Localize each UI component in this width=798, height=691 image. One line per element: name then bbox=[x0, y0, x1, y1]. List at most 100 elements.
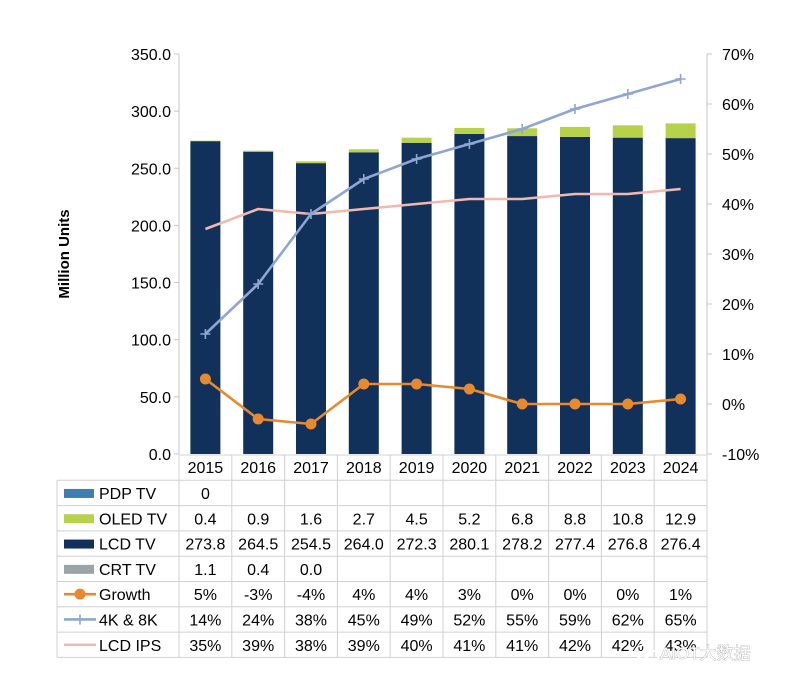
y-tick-label-left: 50.0 bbox=[140, 390, 171, 407]
point-4k-8k-2015 bbox=[200, 329, 211, 339]
data-label-4k-8k-2023: 62% bbox=[612, 612, 644, 629]
y-tick-label-right: 50% bbox=[722, 147, 754, 164]
data-label-lcd-tv-2019: 272.3 bbox=[397, 537, 437, 554]
point-growth-2017 bbox=[305, 418, 317, 430]
x-tick-label: 2021 bbox=[504, 460, 540, 477]
y-tick-label-right: 60% bbox=[722, 97, 754, 114]
line-lcd-ips bbox=[204, 187, 681, 231]
data-label-crt-tv-2017: 0.0 bbox=[300, 562, 322, 579]
data-label-growth-2019: 4% bbox=[405, 587, 428, 604]
data-label-4k-8k-2015: 14% bbox=[189, 612, 221, 629]
data-label-lcd-tv-2015: 273.8 bbox=[185, 537, 225, 554]
bar-lcd-tv-2024 bbox=[665, 138, 696, 455]
y-tick-label-left: 200.0 bbox=[131, 218, 171, 235]
data-label-oled-tv-2015: 0.4 bbox=[194, 511, 216, 528]
legend-key-pdp-tv bbox=[64, 488, 94, 498]
bar-oled-tv-2015 bbox=[190, 140, 221, 142]
data-label-lcd-tv-2018: 264.0 bbox=[344, 537, 384, 554]
y-tick-label-right: 0% bbox=[722, 397, 745, 414]
bar-oled-tv-2020 bbox=[454, 127, 485, 134]
data-label-lcd-tv-2021: 278.2 bbox=[502, 537, 542, 554]
point-4k-8k-2024 bbox=[675, 74, 686, 84]
y-tick-label-left: 250.0 bbox=[131, 161, 171, 178]
data-label-oled-tv-2023: 10.8 bbox=[612, 511, 643, 528]
legend-label-oled-tv: OLED TV bbox=[99, 511, 168, 528]
x-tick-label: 2019 bbox=[399, 460, 435, 477]
data-label-lcd-ips-2019: 40% bbox=[401, 638, 433, 655]
data-label-4k-8k-2022: 59% bbox=[559, 612, 591, 629]
y-tick-label-left: 300.0 bbox=[131, 104, 171, 121]
x-tick-label: 2016 bbox=[240, 460, 276, 477]
data-label-4k-8k-2024: 65% bbox=[665, 612, 697, 629]
y-axis-title: Million Units bbox=[56, 209, 73, 298]
x-tick-label: 2018 bbox=[346, 460, 382, 477]
legend-key-lcd-tv bbox=[64, 539, 94, 549]
legend-label-4k-8k: 4K & 8K bbox=[99, 612, 158, 629]
line-4k-8k bbox=[204, 77, 681, 335]
legend-key-crt-tv bbox=[64, 564, 94, 574]
point-growth-2016 bbox=[252, 413, 264, 425]
data-label-lcd-ips-2015: 35% bbox=[189, 638, 221, 655]
legend-key-oled-tv bbox=[64, 514, 94, 524]
wechat-icon-bubble bbox=[634, 644, 652, 660]
data-label-oled-tv-2020: 5.2 bbox=[458, 511, 480, 528]
data-label-lcd-ips-2021: 41% bbox=[506, 638, 538, 655]
legend-label-lcd-tv: LCD TV bbox=[99, 537, 156, 554]
data-label-oled-tv-2022: 8.8 bbox=[564, 511, 586, 528]
point-growth-2018 bbox=[358, 378, 370, 390]
x-tick-label: 2020 bbox=[452, 460, 488, 477]
data-label-growth-2024: 1% bbox=[669, 587, 692, 604]
data-label-4k-8k-2020: 52% bbox=[453, 612, 485, 629]
data-label-lcd-ips-2018: 39% bbox=[348, 638, 380, 655]
point-4k-8k-2020 bbox=[464, 139, 475, 149]
point-growth-2023 bbox=[622, 398, 634, 410]
y-tick-label-left: 150.0 bbox=[131, 276, 171, 293]
x-tick-label: 2024 bbox=[663, 460, 699, 477]
data-label-lcd-tv-2024: 276.4 bbox=[661, 537, 701, 554]
point-4k-8k-2016 bbox=[253, 279, 264, 289]
point-growth-2015 bbox=[199, 373, 211, 385]
point-4k-8k-2017 bbox=[306, 209, 316, 219]
x-tick-label: 2022 bbox=[557, 460, 593, 477]
x-tick-label: 2023 bbox=[610, 460, 646, 477]
point-4k-8k-2019 bbox=[411, 154, 422, 164]
data-label-growth-2020: 3% bbox=[458, 587, 481, 604]
point-4k-8k-2018 bbox=[358, 174, 369, 184]
point-growth-2022 bbox=[569, 398, 581, 410]
data-label-growth-2015: 5% bbox=[194, 587, 217, 604]
bar-lcd-tv-2020 bbox=[454, 133, 485, 454]
point-growth-2024 bbox=[675, 393, 687, 405]
data-label-lcd-ips-2017: 38% bbox=[295, 638, 327, 655]
data-label-lcd-ips-2024: 43% bbox=[665, 638, 697, 655]
bar-lcd-tv-2018 bbox=[348, 152, 379, 455]
point-4k-8k-2022 bbox=[570, 104, 580, 114]
y-tick-label-right: 20% bbox=[722, 297, 754, 314]
data-label-oled-tv-2016: 0.9 bbox=[247, 511, 269, 528]
data-label-4k-8k-2021: 55% bbox=[506, 612, 538, 629]
y-tick-label-right: 40% bbox=[722, 197, 754, 214]
data-label-growth-2018: 4% bbox=[352, 587, 375, 604]
data-label-lcd-ips-2022: 42% bbox=[559, 638, 591, 655]
y-tick-label-left: 350.0 bbox=[131, 47, 171, 64]
bar-oled-tv-2023 bbox=[612, 125, 643, 138]
data-label-4k-8k-2017: 38% bbox=[295, 612, 327, 629]
bar-oled-tv-2019 bbox=[401, 137, 432, 143]
bar-oled-tv-2016 bbox=[243, 150, 274, 152]
legend-label-lcd-ips: LCD IPS bbox=[99, 638, 161, 655]
bar-oled-tv-2024 bbox=[665, 123, 696, 139]
data-label-lcd-ips-2016: 39% bbox=[242, 638, 274, 655]
point-growth-2020 bbox=[463, 383, 475, 395]
bar-lcd-tv-2016 bbox=[243, 151, 274, 454]
data-label-crt-tv-2015: 1.1 bbox=[194, 562, 216, 579]
data-label-growth-2017: -4% bbox=[297, 587, 325, 604]
y-tick-label-left: 100.0 bbox=[131, 333, 171, 350]
data-label-lcd-tv-2017: 254.5 bbox=[291, 537, 331, 554]
data-label-4k-8k-2019: 49% bbox=[401, 612, 433, 629]
point-4k-8k-2023 bbox=[622, 89, 633, 99]
data-label-lcd-tv-2022: 277.4 bbox=[555, 537, 595, 554]
y-tick-label-right: 70% bbox=[722, 47, 754, 64]
y-tick-label-left: 0.0 bbox=[149, 447, 171, 464]
point-4k-8k-2021 bbox=[517, 124, 528, 134]
